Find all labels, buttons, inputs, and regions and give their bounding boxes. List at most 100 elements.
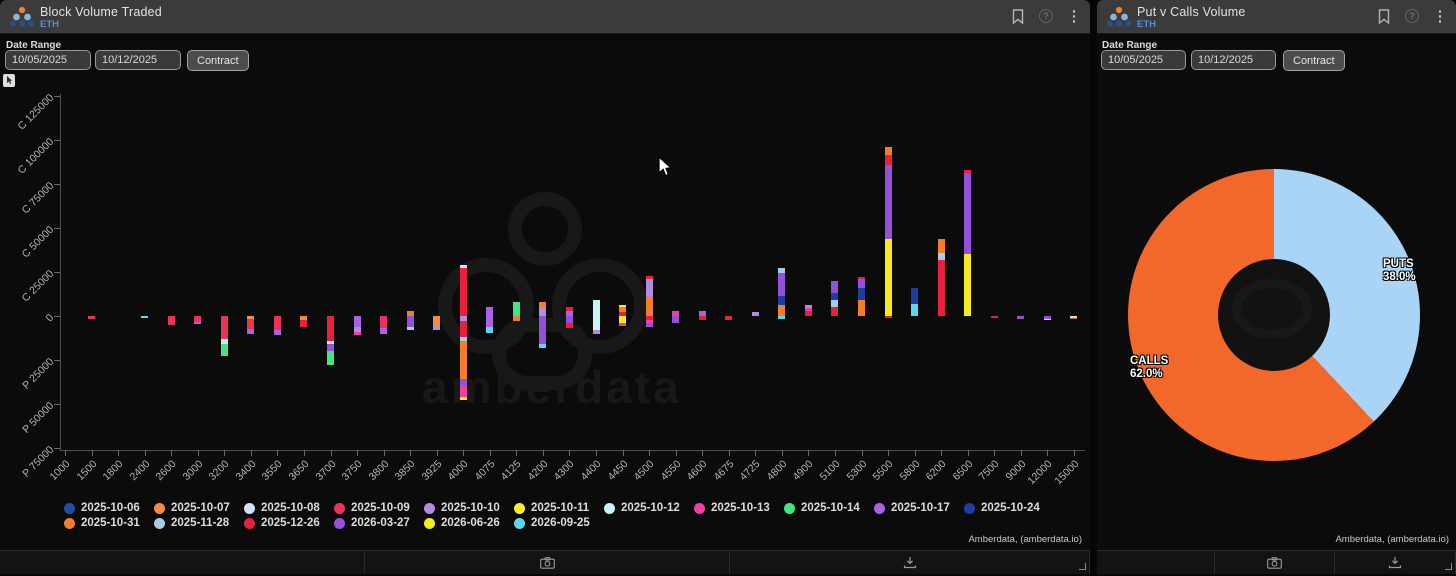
- legend-item[interactable]: 2025-12-26: [244, 516, 334, 530]
- bar-segment[interactable]: [1070, 317, 1078, 320]
- annotation-badge[interactable]: [3, 74, 15, 87]
- legend-item[interactable]: 2025-10-24: [964, 501, 1054, 515]
- legend-item[interactable]: 2025-10-11: [514, 501, 604, 515]
- bar-segment[interactable]: [831, 307, 839, 316]
- bar-segment[interactable]: [672, 310, 680, 316]
- help-icon[interactable]: ?: [1038, 7, 1054, 25]
- bar-segment[interactable]: [459, 379, 467, 385]
- bar-segment[interactable]: [486, 316, 494, 328]
- bar-segment[interactable]: [459, 384, 467, 397]
- bar-segment[interactable]: [539, 301, 547, 308]
- bar-segment[interactable]: [964, 254, 972, 316]
- contract-button[interactable]: Contract: [1283, 50, 1345, 71]
- bar-segment[interactable]: [645, 319, 653, 324]
- bar-segment[interactable]: [937, 252, 945, 260]
- bar-segment[interactable]: [459, 396, 467, 401]
- bar-segment[interactable]: [220, 344, 228, 357]
- bar-segment[interactable]: [645, 279, 653, 297]
- bookmark-icon[interactable]: [1010, 7, 1026, 25]
- bar-segment[interactable]: [88, 316, 96, 319]
- bar-segment[interactable]: [406, 326, 414, 331]
- bar-segment[interactable]: [220, 338, 228, 345]
- bar-segment[interactable]: [858, 300, 865, 316]
- bar-segment[interactable]: [831, 280, 839, 294]
- bar-segment[interactable]: [778, 272, 786, 296]
- contract-button[interactable]: Contract: [187, 50, 249, 71]
- bar-segment[interactable]: [380, 328, 388, 334]
- bar-segment[interactable]: [459, 268, 467, 316]
- legend-item[interactable]: 2025-10-31: [64, 516, 154, 530]
- resize-handle[interactable]: [1079, 563, 1086, 570]
- legend-item[interactable]: 2025-10-17: [874, 501, 964, 515]
- bar-segment[interactable]: [964, 173, 972, 255]
- bar-segment[interactable]: [1043, 316, 1051, 319]
- help-icon[interactable]: ?: [1404, 7, 1420, 25]
- bar-segment[interactable]: [565, 310, 573, 316]
- bar-segment[interactable]: [804, 308, 812, 311]
- bar-segment[interactable]: [698, 310, 706, 316]
- bar-segment[interactable]: [1017, 316, 1025, 319]
- bar-segment[interactable]: [725, 316, 733, 320]
- bar-segment[interactable]: [220, 316, 228, 339]
- bar-segment[interactable]: [327, 351, 334, 366]
- bar-segment[interactable]: [778, 305, 786, 316]
- bar-segment[interactable]: [884, 239, 892, 316]
- bar-segment[interactable]: [486, 327, 494, 333]
- bar-segment[interactable]: [565, 316, 573, 324]
- bookmark-icon[interactable]: [1376, 7, 1392, 25]
- bar-segment[interactable]: [592, 300, 600, 316]
- bar-segment[interactable]: [247, 316, 255, 319]
- bar-segment[interactable]: [645, 316, 653, 320]
- bar-segment[interactable]: [884, 316, 892, 318]
- bar-segment[interactable]: [804, 305, 812, 309]
- bar-segment[interactable]: [831, 300, 839, 308]
- bar-segment[interactable]: [327, 344, 334, 352]
- bar-segment[interactable]: [300, 316, 308, 320]
- bar-segment[interactable]: [300, 319, 308, 327]
- date-from-input[interactable]: [5, 50, 91, 70]
- bar-segment[interactable]: [327, 316, 334, 341]
- legend-item[interactable]: 2025-10-06: [64, 501, 154, 515]
- bar-segment[interactable]: [698, 316, 706, 320]
- bar-segment[interactable]: [565, 323, 573, 329]
- camera-icon[interactable]: [1267, 556, 1282, 569]
- bar-segment[interactable]: [406, 316, 414, 327]
- bar-segment[interactable]: [353, 316, 361, 327]
- bar-segment[interactable]: [911, 287, 919, 304]
- bar-segment[interactable]: [592, 316, 600, 331]
- date-to-input[interactable]: [1191, 50, 1276, 70]
- bar-segment[interactable]: [459, 337, 467, 341]
- kebab-menu-icon[interactable]: ⋮: [1066, 7, 1082, 25]
- bar-segment[interactable]: [937, 259, 945, 316]
- bar-segment[interactable]: [353, 326, 361, 332]
- bar-segment[interactable]: [539, 307, 547, 316]
- bar-segment[interactable]: [167, 316, 175, 325]
- bar-segment[interactable]: [1070, 316, 1078, 318]
- bar-segment[interactable]: [194, 316, 202, 323]
- bar-segment[interactable]: [831, 293, 839, 301]
- bar-segment[interactable]: [512, 301, 520, 316]
- bar-segment[interactable]: [539, 344, 547, 348]
- bar-segment[interactable]: [911, 303, 919, 316]
- bar-segment[interactable]: [353, 331, 361, 336]
- legend-item[interactable]: 2025-10-12: [604, 501, 694, 515]
- bar-segment[interactable]: [1043, 318, 1051, 321]
- legend-item[interactable]: 2025-10-13: [694, 501, 784, 515]
- bar-segment[interactable]: [459, 316, 467, 322]
- bar-segment[interactable]: [539, 316, 547, 345]
- bar-segment[interactable]: [778, 295, 786, 306]
- bar-segment[interactable]: [273, 330, 281, 336]
- bar-segment[interactable]: [619, 312, 627, 316]
- bar-segment[interactable]: [884, 147, 892, 155]
- bar-segment[interactable]: [459, 321, 467, 338]
- bar-segment[interactable]: [645, 323, 653, 327]
- legend-item[interactable]: 2026-09-25: [514, 516, 604, 530]
- bar-segment[interactable]: [778, 316, 786, 319]
- bar-segment[interactable]: [645, 296, 653, 316]
- kebab-menu-icon[interactable]: ⋮: [1432, 7, 1448, 25]
- bar-segment[interactable]: [194, 322, 202, 325]
- bar-segment[interactable]: [858, 279, 865, 288]
- bar-segment[interactable]: [937, 238, 945, 253]
- legend-item[interactable]: 2025-10-10: [424, 501, 514, 515]
- bar-segment[interactable]: [990, 316, 998, 319]
